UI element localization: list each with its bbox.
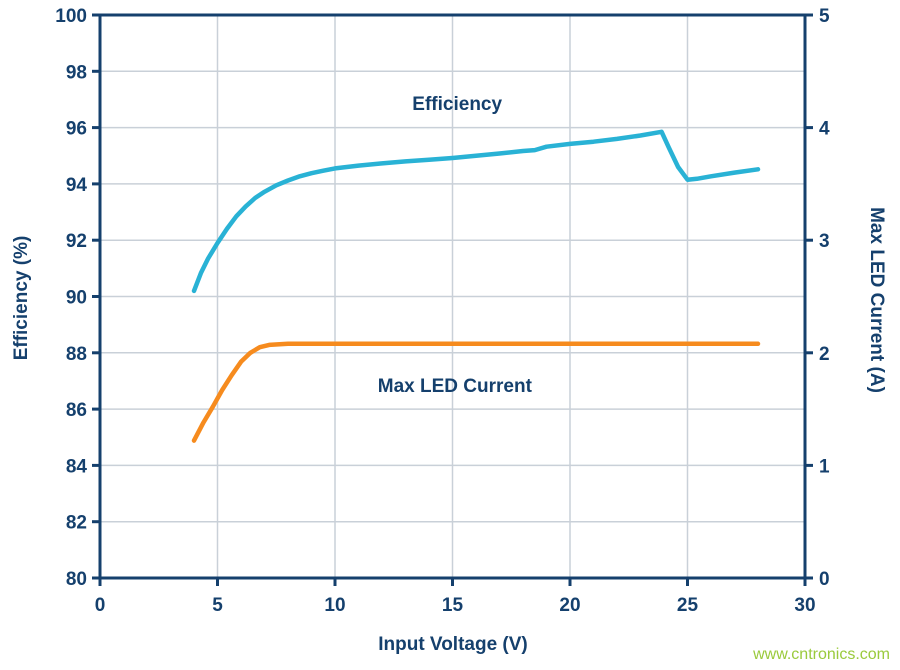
right-axis-title: Max LED Current (A): [866, 207, 887, 393]
x-tick-label: 20: [559, 595, 580, 616]
y-right-tick-label: 3: [819, 231, 830, 252]
y-left-tick-label: 88: [66, 344, 87, 365]
y-right-tick-label: 2: [819, 344, 830, 365]
y-left-tick-label: 98: [66, 62, 87, 83]
x-axis-title: Input Voltage (V): [378, 634, 528, 655]
y-left-tick-label: 82: [66, 513, 87, 534]
y-left-tick-label: 86: [66, 400, 87, 421]
x-tick-label: 5: [212, 595, 223, 616]
y-left-tick-label: 92: [66, 231, 87, 252]
efficiency-series-label: Efficiency: [412, 94, 503, 116]
x-tick-label: 10: [324, 595, 345, 616]
watermark: www.cntronics.com: [753, 646, 890, 663]
series-line-efficiency: [191, 129, 761, 294]
tick-marks: [92, 13, 813, 586]
x-tick-label: 15: [442, 595, 464, 616]
y-left-tick-label: 84: [66, 456, 88, 477]
current-series-label: Max LED Current: [377, 375, 532, 397]
y-left-tick-label: 96: [66, 119, 87, 140]
x-tick-label: 0: [95, 595, 106, 616]
series-line-max-led-current: [191, 341, 761, 443]
x-tick-label: 25: [677, 595, 699, 616]
y-right-tick-label: 4: [819, 119, 830, 140]
y-left-tick-label: 90: [66, 288, 87, 309]
tick-labels: 0 5 10 15 20 25 30 80 82 84 86 88 90 92 94 96 98 100 0 1 2 3 4…: [55, 6, 830, 616]
y-right-tick-label: 0: [819, 569, 830, 590]
y-left-tick-label: 94: [66, 175, 88, 196]
y-left-tick-label: 100: [55, 6, 87, 27]
y-right-tick-label: 1: [819, 456, 830, 477]
x-tick-label: 30: [794, 595, 815, 616]
left-axis-title: Efficiency (%): [11, 235, 32, 361]
y-right-tick-label: 5: [819, 6, 830, 27]
y-left-tick-label: 80: [66, 569, 87, 590]
